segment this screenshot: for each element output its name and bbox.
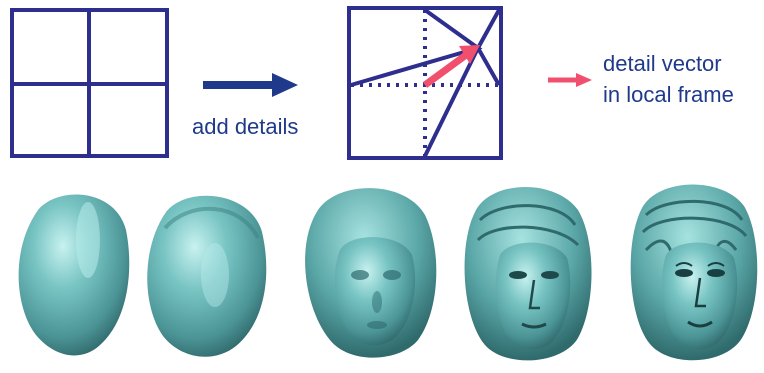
- add-details-arrow: [203, 73, 298, 97]
- head-stage-1: [18, 194, 130, 356]
- add-details-label: add details: [192, 114, 299, 139]
- head-stage-4: [464, 186, 592, 361]
- head-stage-2: [147, 195, 267, 357]
- coarse-grid: [10, 8, 169, 158]
- detail-vector: [422, 45, 480, 88]
- legend-arrow: [548, 73, 592, 87]
- head-stage-3: [305, 188, 437, 358]
- head-stage-5: [630, 184, 758, 361]
- detail-vector-label-line1: detail vector: [603, 51, 722, 76]
- detail-vector-label-line2: in local frame: [603, 82, 734, 107]
